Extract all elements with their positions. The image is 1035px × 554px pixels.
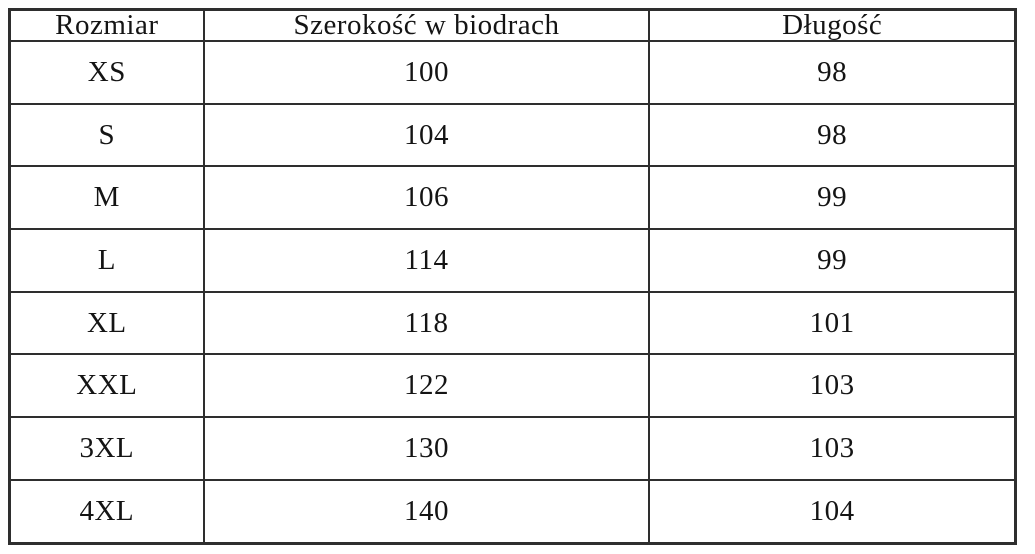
- cell-length: 103: [648, 353, 1017, 419]
- cell-hip-width: 118: [202, 290, 651, 356]
- table-row: 4XL 140 104: [8, 478, 1017, 545]
- cell-length: 104: [648, 478, 1017, 545]
- cell-size: 4XL: [8, 478, 205, 545]
- cell-hip-width: 122: [202, 353, 651, 419]
- cell-size: XL: [8, 290, 205, 356]
- table-row: M 106 99: [8, 165, 1017, 231]
- cell-hip-width: 104: [202, 102, 651, 168]
- cell-hip-width: 140: [202, 478, 651, 545]
- cell-size: L: [8, 228, 205, 293]
- cell-length: 98: [648, 102, 1017, 168]
- cell-length: 103: [648, 416, 1017, 481]
- cell-length: 98: [648, 40, 1017, 105]
- cell-size: 3XL: [8, 416, 205, 481]
- cell-hip-width: 106: [202, 165, 651, 231]
- table-row: L 114 99: [8, 228, 1017, 293]
- cell-hip-width: 114: [202, 228, 651, 293]
- cell-size: XS: [8, 40, 205, 105]
- column-header-length: Długość: [648, 8, 1017, 42]
- table-row: S 104 98: [8, 102, 1017, 168]
- table-row: XS 100 98: [8, 40, 1017, 105]
- cell-length: 99: [648, 165, 1017, 231]
- cell-length: 101: [648, 290, 1017, 356]
- cell-size: M: [8, 165, 205, 231]
- size-chart-table: Rozmiar Szerokość w biodrach Długość XS …: [8, 8, 1017, 545]
- cell-length: 99: [648, 228, 1017, 293]
- cell-size: XXL: [8, 353, 205, 419]
- table-row: 3XL 130 103: [8, 416, 1017, 481]
- cell-hip-width: 130: [202, 416, 651, 481]
- header-row: Rozmiar Szerokość w biodrach Długość: [8, 8, 1017, 42]
- table-row: XXL 122 103: [8, 353, 1017, 419]
- column-header-hip-width: Szerokość w biodrach: [202, 8, 651, 42]
- column-header-size: Rozmiar: [8, 8, 205, 42]
- cell-hip-width: 100: [202, 40, 651, 105]
- cell-size: S: [8, 102, 205, 168]
- table-row: XL 118 101: [8, 290, 1017, 356]
